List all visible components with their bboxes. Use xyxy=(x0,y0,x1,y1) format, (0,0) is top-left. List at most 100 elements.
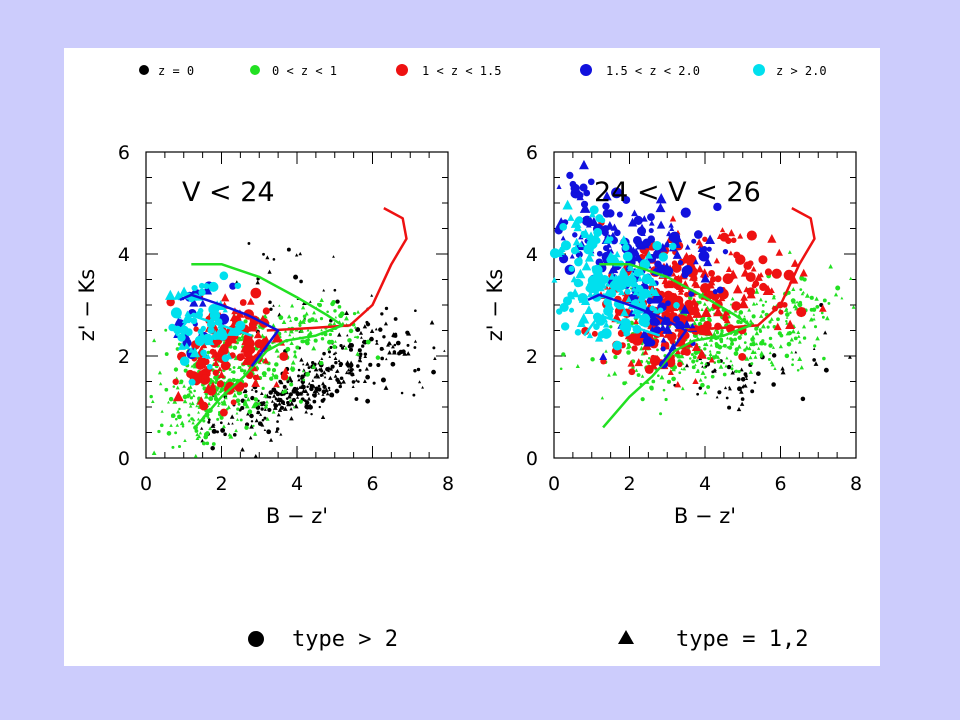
data-point-circle xyxy=(240,405,245,411)
data-point-circle xyxy=(164,328,168,332)
data-point-triangle xyxy=(315,372,319,376)
data-point-triangle xyxy=(572,237,581,246)
data-point-circle xyxy=(220,427,226,433)
data-point-circle xyxy=(827,302,831,305)
data-point-triangle xyxy=(655,193,667,204)
data-point-triangle xyxy=(328,355,332,358)
data-point-circle xyxy=(737,335,742,340)
data-point-triangle xyxy=(151,450,157,456)
data-point-circle xyxy=(581,215,593,227)
data-point-triangle xyxy=(343,315,349,321)
data-point-circle xyxy=(274,362,279,367)
data-point-triangle xyxy=(387,350,392,355)
data-point-circle xyxy=(750,362,754,366)
data-point-circle xyxy=(640,397,645,402)
data-point-circle xyxy=(283,389,288,394)
data-point-triangle xyxy=(190,401,195,406)
data-point-circle xyxy=(382,335,386,339)
data-point-circle xyxy=(648,227,654,234)
model-track-line xyxy=(583,313,661,337)
data-point-circle xyxy=(799,275,805,281)
data-point-triangle xyxy=(849,276,853,281)
data-point-triangle xyxy=(191,421,195,425)
data-point-triangle xyxy=(627,263,635,271)
data-point-circle xyxy=(579,183,588,192)
data-point-triangle xyxy=(332,321,337,326)
data-point-circle xyxy=(413,346,417,349)
data-point-triangle xyxy=(351,385,355,389)
data-point-triangle xyxy=(785,331,791,336)
data-point-triangle xyxy=(313,366,319,372)
data-point-circle xyxy=(734,351,739,356)
data-point-triangle xyxy=(199,299,207,307)
model-track-line xyxy=(191,262,344,429)
data-point-triangle xyxy=(320,328,323,332)
data-point-triangle xyxy=(748,369,754,374)
data-point-circle xyxy=(260,407,264,411)
data-point-circle xyxy=(771,268,782,279)
data-point-triangle xyxy=(192,364,197,369)
data-point-triangle xyxy=(677,353,683,358)
data-point-circle xyxy=(356,364,360,368)
data-point-circle xyxy=(706,357,710,360)
data-point-triangle xyxy=(648,277,658,286)
data-point-triangle xyxy=(158,382,163,386)
data-point-circle xyxy=(286,400,290,405)
data-point-circle xyxy=(651,379,656,384)
data-point-circle xyxy=(157,429,161,434)
data-point-circle xyxy=(602,202,610,211)
data-point-triangle xyxy=(584,304,594,314)
data-point-circle xyxy=(665,358,676,368)
data-point-circle xyxy=(177,444,182,449)
data-point-triangle xyxy=(217,370,226,379)
data-point-circle xyxy=(358,356,362,360)
data-point-triangle xyxy=(222,307,228,313)
data-point-triangle xyxy=(743,315,746,318)
data-point-triangle xyxy=(188,389,191,393)
data-point-circle xyxy=(730,237,737,244)
data-point-triangle xyxy=(733,308,738,313)
data-point-triangle xyxy=(744,345,750,350)
data-point-triangle xyxy=(771,345,775,349)
data-point-triangle xyxy=(188,402,192,405)
data-point-triangle xyxy=(157,370,162,375)
data-point-circle xyxy=(796,368,800,372)
data-point-triangle xyxy=(739,401,745,406)
x-tick-label: 0 xyxy=(140,473,152,495)
data-point-circle xyxy=(731,301,741,311)
data-point-triangle xyxy=(307,381,311,385)
data-point-triangle xyxy=(227,350,231,354)
data-point-circle xyxy=(689,357,692,360)
data-point-circle xyxy=(293,350,297,354)
data-point-triangle xyxy=(319,297,324,303)
data-point-circle xyxy=(753,381,757,385)
data-point-triangle xyxy=(358,358,363,363)
data-point-triangle xyxy=(332,255,335,258)
data-point-circle xyxy=(168,396,174,402)
data-point-triangle xyxy=(321,381,326,386)
data-point-triangle xyxy=(320,372,325,377)
data-point-circle xyxy=(666,331,677,342)
model-track-line xyxy=(674,207,816,332)
data-point-triangle xyxy=(174,317,183,326)
data-point-circle xyxy=(219,421,223,425)
data-point-triangle xyxy=(348,342,352,346)
data-point-triangle xyxy=(584,252,594,262)
data-point-circle xyxy=(174,431,178,435)
data-point-triangle xyxy=(723,316,731,324)
data-point-triangle xyxy=(337,332,342,337)
data-point-triangle xyxy=(281,319,287,324)
data-point-circle xyxy=(298,399,303,404)
data-point-circle xyxy=(365,339,371,345)
data-point-circle xyxy=(722,361,725,365)
data-point-triangle xyxy=(636,275,643,282)
data-point-triangle xyxy=(644,289,653,298)
data-point-circle xyxy=(191,284,198,292)
data-point-circle xyxy=(243,393,248,398)
data-point-triangle xyxy=(208,426,213,431)
data-point-circle xyxy=(633,215,643,225)
data-point-triangle xyxy=(344,346,348,350)
data-point-triangle xyxy=(768,351,772,355)
data-point-triangle xyxy=(812,317,816,321)
data-point-circle xyxy=(700,361,704,365)
